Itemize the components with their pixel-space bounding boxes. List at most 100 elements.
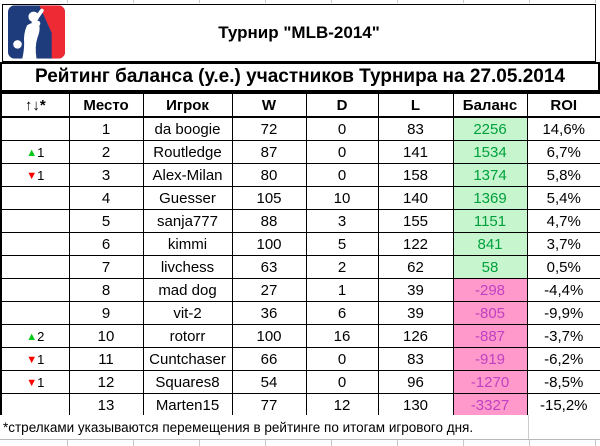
draws-cell: 12 — [305, 393, 379, 418]
roi-cell: -4,4% — [526, 278, 600, 302]
movement-cell: ▼1 — [0, 370, 70, 394]
column-header-losses: L — [377, 92, 454, 118]
wins-cell: 80 — [231, 163, 307, 187]
player-cell: vit-2 — [142, 301, 233, 325]
place-cell: 7 — [68, 255, 144, 279]
draws-cell: 1 — [305, 278, 379, 302]
player-cell: da boogie — [142, 116, 233, 141]
rank-change-value: 2 — [37, 328, 45, 344]
rank-change-arrow-icon: ▼ — [26, 169, 38, 182]
place-cell: 5 — [68, 209, 144, 233]
balance-cell: 58 — [452, 255, 528, 279]
wins-cell: 105 — [231, 186, 307, 210]
rank-change-value: 1 — [37, 167, 45, 183]
losses-cell: 122 — [377, 232, 454, 256]
losses-cell: 62 — [377, 255, 454, 279]
player-cell: mad dog — [142, 278, 233, 302]
movement-cell: ▼1 — [0, 163, 70, 187]
table-header: ↑↓* Место Игрок W D L Баланс ROI — [0, 92, 600, 118]
draws-cell: 5 — [305, 232, 379, 256]
roi-cell: 4,7% — [526, 209, 600, 233]
balance-cell: -3327 — [452, 393, 528, 418]
spreadsheet-grid-tick — [528, 415, 529, 439]
wins-cell: 63 — [231, 255, 307, 279]
table-row: 1 da boogie 72 0 83 2256 14,6% — [0, 116, 600, 141]
rank-change-arrow-icon: ▲ — [26, 330, 38, 343]
losses-cell: 140 — [377, 186, 454, 210]
movement-cell: ▲1 — [0, 140, 70, 164]
table-row: 6 kimmi 100 5 122 841 3,7% — [0, 232, 600, 256]
roi-cell: 14,6% — [526, 116, 600, 141]
table-row: 13 Marten15 77 12 130 -3327 -15,2% — [0, 393, 600, 418]
tournament-title: Турнир "MLB-2014" — [218, 23, 380, 42]
player-cell: livchess — [142, 255, 233, 279]
balance-cell: 841 — [452, 232, 528, 256]
table-row: 5 sanja777 88 3 155 1151 4,7% — [0, 209, 600, 233]
movement-cell — [0, 255, 70, 279]
roi-cell: 5,4% — [526, 186, 600, 210]
balance-cell: 1374 — [452, 163, 528, 187]
column-header-balance: Баланс — [452, 92, 528, 118]
movement-cell — [0, 209, 70, 233]
column-header-draws: D — [305, 92, 379, 118]
table-row: ▲2 10 rotorr 100 16 126 -887 -3,7% — [0, 324, 600, 348]
place-cell: 12 — [68, 370, 144, 394]
draws-cell: 0 — [305, 370, 379, 394]
mlb-logo-icon — [8, 5, 65, 59]
place-cell: 3 — [68, 163, 144, 187]
rank-change-arrow-icon: ▼ — [26, 353, 38, 366]
header-row: ↑↓* Место Игрок W D L Баланс ROI — [0, 92, 600, 118]
draws-cell: 0 — [305, 163, 379, 187]
losses-cell: 39 — [377, 278, 454, 302]
balance-cell: -805 — [452, 301, 528, 325]
place-cell: 9 — [68, 301, 144, 325]
wins-cell: 36 — [231, 301, 307, 325]
table-row: 8 mad dog 27 1 39 -298 -4,4% — [0, 278, 600, 302]
column-header-wins: W — [231, 92, 307, 118]
losses-cell: 130 — [377, 393, 454, 418]
wins-cell: 27 — [231, 278, 307, 302]
balance-cell: 1534 — [452, 140, 528, 164]
movement-cell — [0, 116, 70, 141]
balance-cell: 2256 — [452, 116, 528, 141]
roi-cell: -3,7% — [526, 324, 600, 348]
losses-cell: 141 — [377, 140, 454, 164]
wins-cell: 72 — [231, 116, 307, 141]
rank-change-value: 1 — [37, 374, 45, 390]
balance-cell: 1151 — [452, 209, 528, 233]
table-row: 4 Guesser 105 10 140 1369 5,4% — [0, 186, 600, 210]
losses-cell: 83 — [377, 347, 454, 371]
player-cell: Routledge — [142, 140, 233, 164]
table-row: 9 vit-2 36 6 39 -805 -9,9% — [0, 301, 600, 325]
losses-cell: 126 — [377, 324, 454, 348]
roi-cell: -9,9% — [526, 301, 600, 325]
place-cell: 2 — [68, 140, 144, 164]
footnote: *стрелками указываются перемещения в рей… — [0, 415, 600, 439]
wins-cell: 100 — [231, 232, 307, 256]
losses-cell: 39 — [377, 301, 454, 325]
table-body: 1 da boogie 72 0 83 2256 14,6% ▲1 2 Rout… — [0, 116, 600, 418]
rating-banner: Рейтинг баланса (у.е.) участников Турнир… — [0, 62, 600, 92]
player-cell: Squares8 — [142, 370, 233, 394]
balance-cell: -887 — [452, 324, 528, 348]
losses-cell: 158 — [377, 163, 454, 187]
spreadsheet-grid-bottom — [2, 440, 598, 446]
rank-change-value: 1 — [37, 144, 45, 160]
movement-cell: ▼1 — [0, 347, 70, 371]
wins-cell: 88 — [231, 209, 307, 233]
losses-cell: 96 — [377, 370, 454, 394]
losses-cell: 155 — [377, 209, 454, 233]
place-cell: 1 — [68, 116, 144, 141]
player-cell: Cuntchaser — [142, 347, 233, 371]
table-row: ▼1 12 Squares8 54 0 96 -1270 -8,5% — [0, 370, 600, 394]
place-cell: 6 — [68, 232, 144, 256]
column-header-movement: ↑↓* — [0, 92, 70, 118]
draws-cell: 10 — [305, 186, 379, 210]
place-cell: 4 — [68, 186, 144, 210]
table-row: ▼1 3 Alex-Milan 80 0 158 1374 5,8% — [0, 163, 600, 187]
place-cell: 10 — [68, 324, 144, 348]
spreadsheet-grid-top — [2, 0, 598, 3]
rank-change-value: 1 — [37, 351, 45, 367]
roi-cell: -8,5% — [526, 370, 600, 394]
player-cell: Guesser — [142, 186, 233, 210]
